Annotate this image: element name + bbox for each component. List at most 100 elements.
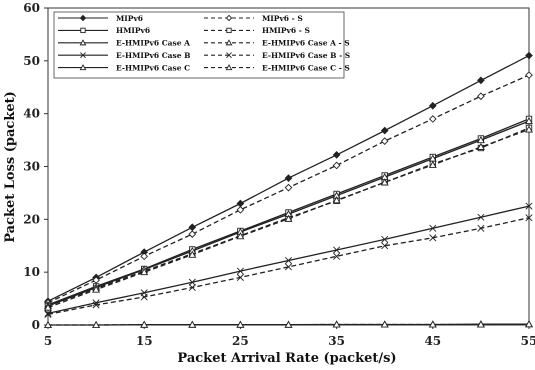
data-point: [381, 242, 389, 250]
data-point: [236, 320, 245, 328]
data-point: [92, 320, 101, 329]
data-point: [188, 230, 197, 238]
data-point: [525, 71, 533, 79]
legend-marker: [226, 27, 232, 34]
series-1: [44, 71, 533, 307]
data-point: [284, 214, 293, 222]
series-6: [44, 202, 533, 317]
legend-item: E-HMIPv6 Case C - S: [204, 63, 350, 72]
data-point: [525, 214, 533, 222]
x-tick-label: 25: [232, 334, 249, 348]
data-point: [284, 257, 293, 265]
data-point: [477, 92, 485, 101]
data-point: [332, 161, 341, 170]
y-tick-label: 20: [23, 212, 40, 226]
x-axis-title: Packet Arrival Rate (packet/s): [177, 351, 396, 366]
data-point: [188, 278, 196, 286]
data-point: [525, 320, 533, 328]
legend-label: HMIPv6 - S: [262, 26, 310, 35]
y-tick-label: 40: [23, 107, 40, 121]
data-point: [333, 252, 341, 260]
legend-marker: [225, 14, 233, 22]
legend-marker: [225, 39, 233, 46]
legend-item: HMIPv6 - S: [204, 26, 310, 35]
series-7: [44, 214, 533, 318]
x-tick-label: 55: [521, 334, 535, 348]
legend-item: E-HMIPv6 Case C: [58, 63, 190, 72]
x-tick-label: 35: [328, 334, 345, 348]
legend-item: HMIPv6: [58, 26, 150, 35]
y-tick-label: 0: [32, 318, 40, 332]
legend-item: MIPv6 - S: [204, 14, 303, 23]
legend-marker: [226, 52, 232, 59]
legend-label: MIPv6: [116, 14, 143, 23]
data-point: [140, 252, 149, 261]
data-point: [284, 320, 293, 328]
data-point: [476, 135, 485, 144]
data-point: [188, 250, 197, 258]
data-point: [428, 320, 437, 328]
data-point: [525, 116, 533, 125]
data-point: [44, 320, 52, 329]
data-point: [428, 160, 437, 168]
legend-marker: [79, 14, 87, 22]
data-point: [381, 235, 389, 243]
y-tick-label: 30: [23, 160, 40, 174]
data-point: [236, 273, 244, 281]
data-point: [236, 232, 245, 240]
data-point: [477, 224, 485, 232]
legend-item: MIPv6: [58, 14, 143, 23]
data-point: [332, 196, 341, 204]
x-tick-label: 15: [136, 334, 153, 348]
legend-marker: [79, 64, 87, 71]
series-layer: [44, 51, 533, 329]
series-9: [44, 320, 533, 329]
data-point: [477, 213, 485, 221]
data-point: [380, 178, 389, 186]
data-point: [428, 115, 437, 123]
legend-label: E-HMIPv6 Case B - S: [262, 51, 350, 60]
data-point: [380, 137, 389, 145]
legend-label: E-HMIPv6 Case B: [116, 51, 190, 60]
legend-marker: [79, 39, 87, 46]
data-point: [44, 303, 52, 311]
data-point: [525, 202, 533, 210]
x-tick-label: 5: [44, 334, 52, 348]
data-point: [236, 267, 244, 275]
y-tick-label: 60: [23, 1, 40, 15]
x-tick-label: 45: [424, 334, 441, 348]
data-point: [525, 51, 533, 60]
legend-item: E-HMIPv6 Case A - S: [204, 39, 350, 48]
legend-marker: [80, 27, 86, 34]
y-tick-label: 50: [23, 54, 40, 68]
legend-marker: [80, 52, 86, 59]
data-point: [380, 126, 389, 135]
data-point: [428, 101, 437, 110]
data-point: [429, 224, 437, 232]
legend-box: [53, 11, 345, 79]
legend-item: E-HMIPv6 Case B - S: [204, 51, 350, 60]
data-point: [188, 283, 196, 292]
legend: MIPv6 MIPv6 - S HMIPv6 HMIPv6 - S E-HMIPv6 C…: [53, 11, 350, 79]
data-point: [44, 309, 52, 317]
series-line: [47, 217, 530, 316]
data-point: [140, 320, 149, 328]
legend-label: E-HMIPv6 Case A: [116, 39, 190, 48]
data-point: [284, 174, 293, 182]
data-point: [380, 320, 389, 328]
data-point: [92, 285, 101, 293]
data-point: [333, 246, 341, 254]
y-axis-title: Packet Loss (packet): [3, 91, 18, 243]
data-point: [284, 263, 293, 271]
data-point: [525, 125, 533, 133]
data-point: [188, 320, 197, 328]
axes: 0 10 20 30 40 50 60 5 15 25 35 45 55: [23, 1, 535, 348]
data-point: [332, 151, 341, 159]
data-point: [140, 268, 149, 276]
data-point: [476, 142, 485, 150]
data-point: [236, 205, 245, 214]
series-5: [44, 125, 533, 311]
data-point: [92, 301, 100, 309]
legend-item: E-HMIPv6 Case B: [58, 51, 190, 60]
